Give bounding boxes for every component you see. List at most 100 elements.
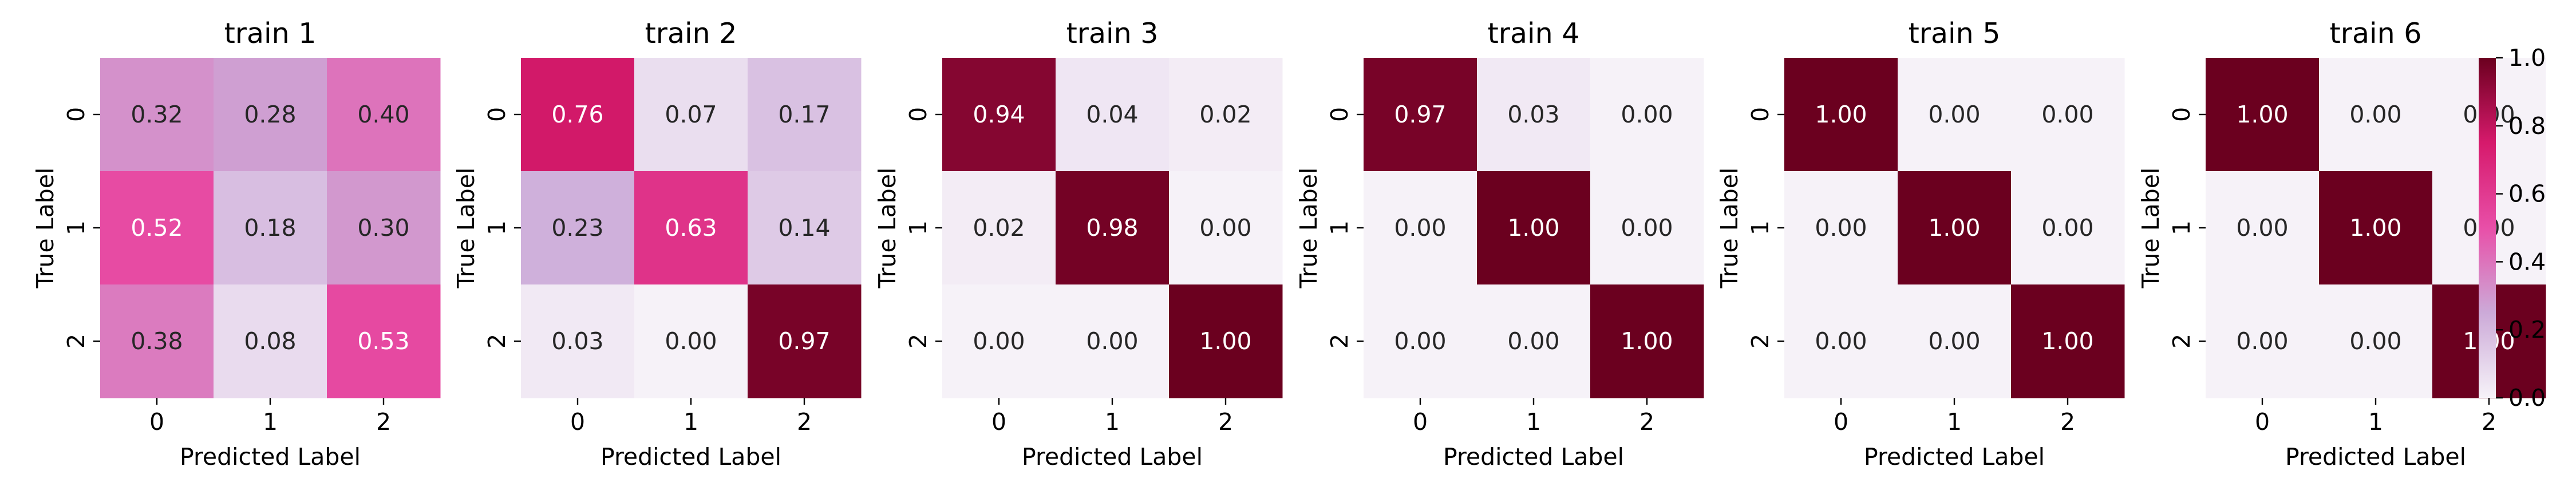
cell-value-label: 0.02 <box>973 214 1025 242</box>
heatmap-cell <box>1056 58 1170 172</box>
x-tick-label: 1 <box>683 408 698 436</box>
cell-value-label: 0.63 <box>665 214 717 242</box>
x-axis-label: Predicted Label <box>1443 443 1624 471</box>
heatmap-cell <box>2319 58 2433 172</box>
heatmap-cell <box>1590 171 1704 285</box>
y-tick-label: 2 <box>2168 334 2195 349</box>
cell-value-label: 0.00 <box>1815 327 1867 355</box>
heatmap-cell <box>1784 58 1898 172</box>
x-tick-label: 1 <box>1947 408 1962 436</box>
heatmap-cell <box>1477 171 1591 285</box>
cell-value-label: 0.00 <box>1507 327 1559 355</box>
chart-title-5: train 5 <box>1909 17 2001 50</box>
y-axis-label: True Label <box>31 168 59 289</box>
heatmap-cell <box>748 171 862 285</box>
x-tick-label: 0 <box>1834 408 1848 436</box>
heatmap-cell <box>634 284 748 398</box>
cell-value-label: 0.98 <box>1086 214 1138 242</box>
cell-value-label: 0.00 <box>2041 101 2093 128</box>
y-tick-label: 2 <box>483 334 511 349</box>
heatmap-cell <box>1784 171 1898 285</box>
cell-value-label: 0.00 <box>1928 327 1980 355</box>
heatmap-cell <box>1477 58 1591 172</box>
x-axis-label: Predicted Label <box>1864 443 2045 471</box>
cell-value-label: 0.00 <box>2349 101 2401 128</box>
y-tick-label: 0 <box>2168 107 2195 122</box>
y-tick-label: 2 <box>1326 334 1353 349</box>
x-tick-label: 1 <box>1105 408 1120 436</box>
cell-value-label: 1.00 <box>1621 327 1673 355</box>
colorbar-tick-label: 1.0 <box>2508 44 2546 72</box>
heatmap-cell <box>748 58 862 172</box>
cell-value-label: 0.08 <box>244 327 296 355</box>
heatmap-cell <box>2206 171 2320 285</box>
chart-title-6: train 6 <box>2330 17 2422 50</box>
colorbar <box>2479 58 2496 398</box>
y-tick-label: 2 <box>904 334 932 349</box>
colorbar-tick-label: 0.2 <box>2508 316 2546 343</box>
heatmap-cell <box>1898 284 2012 398</box>
heatmap-cell <box>327 171 441 285</box>
cell-value-label: 0.00 <box>1621 214 1673 242</box>
cell-value-label: 0.97 <box>778 327 830 355</box>
cell-value-label: 0.38 <box>131 327 183 355</box>
heatmap-cell <box>2319 171 2433 285</box>
cell-value-label: 0.00 <box>1086 327 1138 355</box>
chart-title-2: train 2 <box>645 17 737 50</box>
cell-value-label: 0.00 <box>2349 327 2401 355</box>
cell-value-label: 0.76 <box>551 101 603 128</box>
cell-value-label: 0.00 <box>973 327 1025 355</box>
heatmap-cell <box>521 171 635 285</box>
x-tick-label: 1 <box>1526 408 1541 436</box>
y-axis-label: True Label <box>874 168 901 289</box>
heatmap-cell <box>1898 171 2012 285</box>
heatmap-cell <box>1169 58 1283 172</box>
cell-value-label: 1.00 <box>1199 327 1251 355</box>
cell-value-label: 0.53 <box>357 327 409 355</box>
colorbar-tick-label: 0.6 <box>2508 180 2546 208</box>
cell-value-label: 0.00 <box>1621 101 1673 128</box>
cell-value-label: 0.17 <box>778 101 830 128</box>
heatmap-cell <box>214 284 327 398</box>
cell-value-label: 1.00 <box>2041 327 2093 355</box>
heatmap-cell <box>2206 284 2320 398</box>
cell-value-label: 0.00 <box>1928 101 1980 128</box>
y-tick-label: 1 <box>62 220 90 235</box>
cell-value-label: 0.03 <box>551 327 603 355</box>
x-tick-label: 2 <box>797 408 812 436</box>
cell-value-label: 0.00 <box>1394 327 1446 355</box>
heatmap-cell <box>1364 171 1477 285</box>
x-tick-label: 1 <box>2368 408 2383 436</box>
x-tick-label: 0 <box>2255 408 2270 436</box>
cell-value-label: 0.30 <box>357 214 409 242</box>
y-tick-label: 2 <box>62 334 90 349</box>
y-tick-label: 2 <box>1747 334 1774 349</box>
heatmap-cell <box>634 58 748 172</box>
heatmap-cell <box>1784 284 1898 398</box>
colorbar-tick-label: 0.4 <box>2508 248 2546 275</box>
colorbar-tick-label: 0.8 <box>2508 112 2546 140</box>
chart-title-1: train 1 <box>224 17 317 50</box>
cell-value-label: 0.07 <box>665 101 717 128</box>
heatmap-cell <box>1364 284 1477 398</box>
heatmap-cell <box>1056 284 1170 398</box>
x-axis-label: Predicted Label <box>600 443 781 471</box>
x-axis-label: Predicted Label <box>180 443 361 471</box>
cell-value-label: 0.32 <box>131 101 183 128</box>
y-tick-label: 1 <box>483 220 511 235</box>
heatmap-cell <box>1056 171 1170 285</box>
y-axis-label: True Label <box>1716 168 1743 289</box>
heatmap-cell <box>942 284 1056 398</box>
chart-title-3: train 3 <box>1066 17 1159 50</box>
heatmap-cell <box>1169 171 1283 285</box>
heatmap-cell <box>942 58 1056 172</box>
heatmap-cell <box>521 58 635 172</box>
cell-value-label: 0.00 <box>665 327 717 355</box>
heatmap-cell <box>214 58 327 172</box>
y-tick-label: 1 <box>904 220 932 235</box>
x-tick-label: 1 <box>263 408 278 436</box>
x-tick-label: 2 <box>1218 408 1233 436</box>
y-tick-label: 1 <box>1747 220 1774 235</box>
heatmap-cell <box>214 171 327 285</box>
